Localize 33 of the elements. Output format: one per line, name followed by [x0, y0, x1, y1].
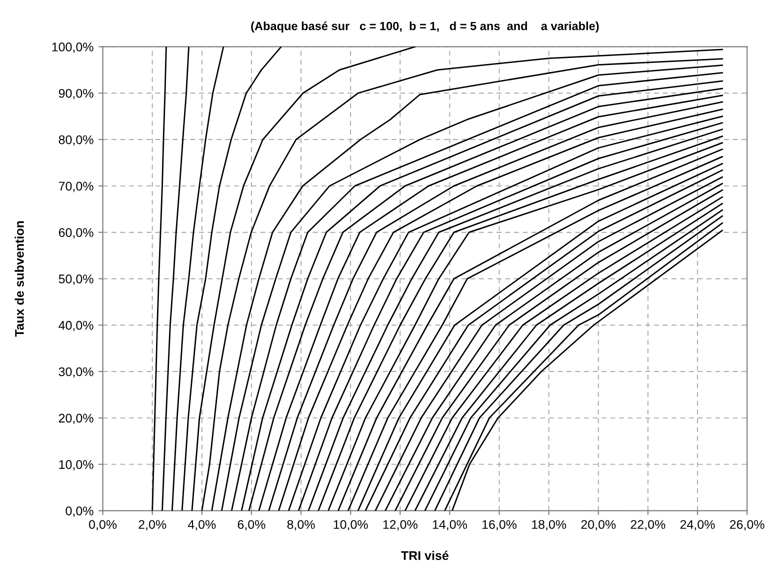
y-tick-label: 20,0%	[58, 414, 94, 424]
line-series	[181, 46, 282, 511]
x-tick-label: 26,0%	[730, 520, 764, 530]
x-tick-label: 18,0%	[532, 520, 566, 530]
y-tick-label: 90,0%	[58, 88, 94, 100]
y-tick-label: 40,0%	[58, 320, 94, 332]
y-tick-label: 60,0%	[58, 228, 94, 238]
x-tick-label: 6,0%	[238, 520, 266, 530]
y-tick-label: 70,0%	[58, 182, 94, 192]
x-tick-label: 24,0%	[680, 520, 715, 530]
x-tick-label: 0,0%	[89, 520, 117, 530]
x-tick-label: 22,0%	[630, 520, 666, 530]
x-tick-label: 14,0%	[432, 520, 467, 530]
y-axis-title: Taux de subvention	[14, 221, 24, 337]
y-tick-label: 80,0%	[58, 135, 94, 146]
line-series	[171, 46, 224, 511]
x-tick-label: 16,0%	[482, 520, 517, 530]
line-series	[152, 46, 167, 511]
x-tick-label: 2,0%	[138, 520, 166, 530]
y-tick-label: 10,0%	[59, 460, 94, 470]
line-series	[191, 46, 416, 511]
x-tick-label: 4,0%	[188, 520, 216, 530]
y-tick-label: 50,0%	[58, 274, 94, 285]
x-tick-label: 10,0%	[334, 520, 368, 530]
x-tick-label: 20,0%	[581, 520, 616, 530]
chart-title: (Abaque basé sur c = 100, b = 1, d = 5 ans and a variable)	[251, 21, 599, 33]
x-tick-label: 8,0%	[287, 520, 315, 530]
x-tick-label: 12,0%	[383, 520, 418, 530]
y-tick-label: 100,0%	[52, 42, 94, 53]
line-series	[162, 46, 190, 511]
y-tick-label: 30,0%	[58, 367, 94, 378]
x-axis-title: TRI visé	[401, 550, 448, 560]
y-tick-label: 0,0%	[66, 506, 94, 517]
